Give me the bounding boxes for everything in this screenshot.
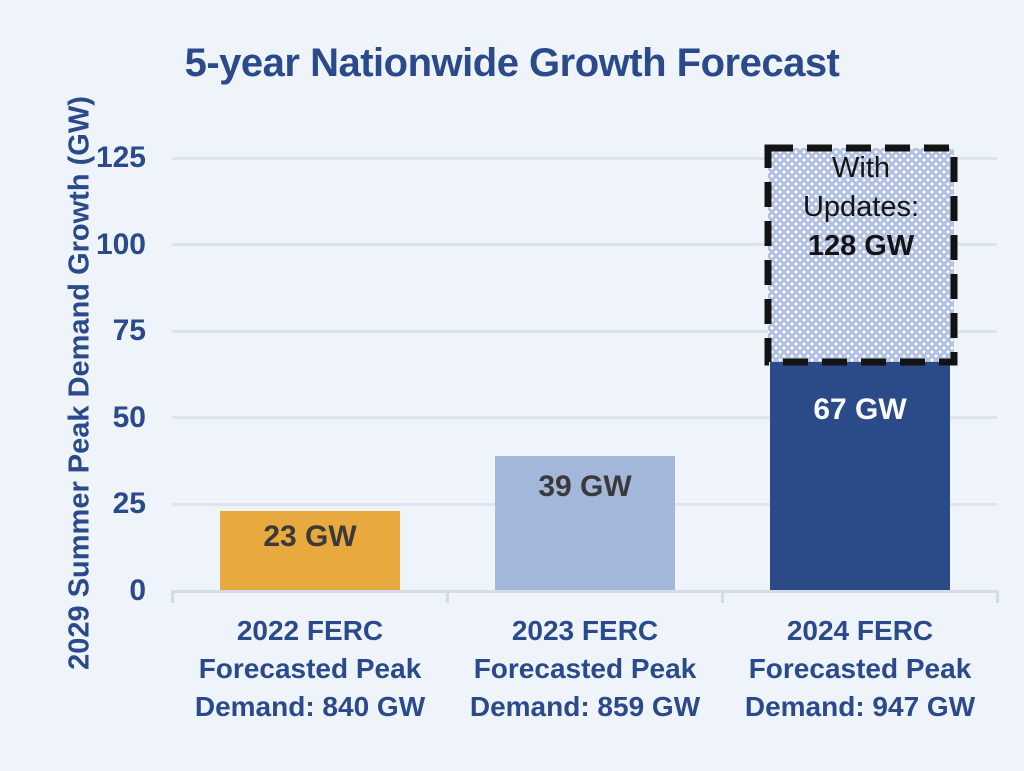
annotation-text-line: Updates: [802, 191, 920, 223]
annotation-dashed-border [764, 144, 958, 366]
annotation-text: With Updates: 128 GW [768, 149, 954, 266]
y-tick-label: 100 [95, 228, 146, 261]
x-tick-mark [996, 590, 999, 603]
annotation-text-line: With [832, 152, 890, 184]
bar-value-label: 67 GW [813, 393, 907, 426]
x-tick-mark [171, 590, 174, 603]
x-category-label: 2022 FERC Forecasted Peak Demand: 840 GW [194, 615, 426, 722]
x-tick-mark [721, 590, 724, 603]
x-axis-line [172, 590, 997, 593]
x-category-label: 2024 FERC Forecasted Peak Demand: 947 GW [744, 615, 976, 722]
bar-value-label: 39 GW [538, 470, 632, 503]
chart-title: 5-year Nationwide Growth Forecast [184, 41, 840, 85]
y-tick-label: 25 [112, 487, 146, 520]
bar-1 [220, 511, 400, 591]
gridline [172, 416, 997, 419]
bar-value-label: 23 GW [263, 520, 357, 553]
gridline [172, 157, 997, 160]
gridline [172, 330, 997, 333]
x-tick-mark [446, 590, 449, 603]
y-tick-label: 75 [112, 314, 146, 347]
forecast-update-annotation-box: With Updates: 128 GW [764, 144, 958, 366]
annotation-value-label: 128 GW [807, 230, 915, 262]
gridline [172, 243, 997, 246]
bar-3 [770, 359, 950, 591]
y-tick-label: 50 [112, 401, 146, 434]
bar-2 [495, 456, 675, 591]
x-category-label: 2023 FERC Forecasted Peak Demand: 859 GW [469, 615, 701, 722]
y-tick-label: 125 [95, 141, 146, 174]
y-tick-label: 0 [129, 574, 146, 607]
